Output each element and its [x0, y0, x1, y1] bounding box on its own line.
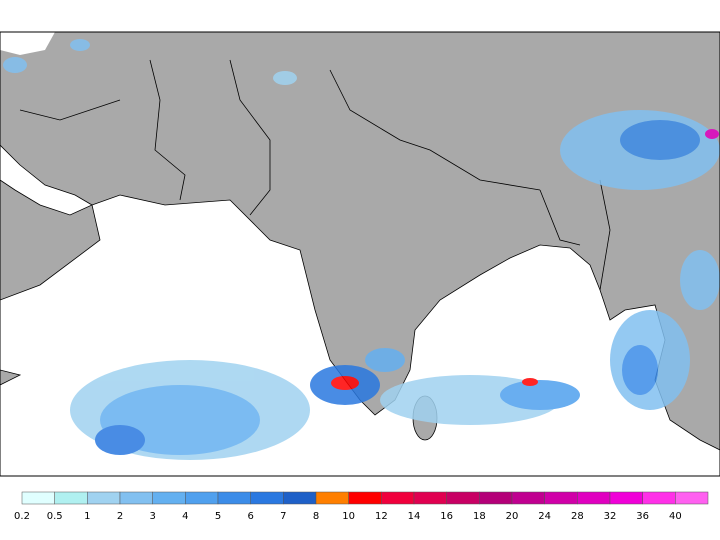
- colorbar-swatch: [217, 491, 251, 505]
- colorbar-label: 6: [247, 511, 253, 522]
- map-frame: [0, 31, 720, 477]
- colorbar-label: 12: [375, 511, 388, 522]
- colorbar-swatch: [413, 491, 447, 505]
- colorbar-swatch: [152, 491, 186, 505]
- colorbar-swatch: [87, 491, 121, 505]
- colorbar-label: 20: [506, 511, 519, 522]
- colorbar-label: 0.5: [47, 511, 63, 522]
- colorbar-swatch: [185, 491, 219, 505]
- colorbar-label: 32: [604, 511, 617, 522]
- colorbar-swatch: [609, 491, 643, 505]
- colorbar-swatch: [119, 491, 153, 505]
- colorbar-label: 14: [408, 511, 421, 522]
- map: [0, 31, 720, 477]
- colorbar-label: 3: [149, 511, 155, 522]
- colorbar-label: 10: [342, 511, 355, 522]
- persian-gulf: [0, 144, 93, 216]
- colorbar: 0.2 0.5 1 2 3 4 5 6 7 8 10 12 14 16 18 20 24 28 32 36 40: [14, 491, 709, 522]
- colorbar-label: 16: [440, 511, 453, 522]
- colorbar-swatch: [250, 491, 284, 505]
- colorbar-label: 4: [182, 511, 188, 522]
- colorbar-label: 24: [538, 511, 551, 522]
- colorbar-swatch: [315, 491, 349, 505]
- colorbar-swatch: [348, 491, 382, 505]
- rain: [3, 39, 720, 460]
- colorbar-label: 36: [636, 511, 649, 522]
- colorbar-swatch: [675, 491, 709, 505]
- colorbar-swatch: [511, 491, 545, 505]
- colorbar-swatch: [21, 491, 55, 505]
- colorbar-swatch: [54, 491, 88, 505]
- colorbar-swatch: [446, 491, 480, 505]
- caspian: [0, 32, 55, 55]
- colorbar-label: 18: [473, 511, 486, 522]
- colorbar-swatch: [577, 491, 611, 505]
- colorbar-label: 5: [215, 511, 221, 522]
- colorbar-swatch: [642, 491, 676, 505]
- colorbar-swatch: [479, 491, 513, 505]
- colorbar-swatch: [283, 491, 317, 505]
- colorbar-swatch: [544, 491, 578, 505]
- colorbar-label: 8: [313, 511, 319, 522]
- borders: [19, 59, 611, 291]
- colorbar-label: 1: [84, 511, 90, 522]
- colorbar-label: 40: [669, 511, 682, 522]
- colorbar-label: 0.2: [14, 511, 30, 522]
- colorbar-label: 7: [280, 511, 286, 522]
- colorbar-label: 2: [117, 511, 123, 522]
- colorbar-label: 28: [571, 511, 584, 522]
- colorbar-swatch: [381, 491, 415, 505]
